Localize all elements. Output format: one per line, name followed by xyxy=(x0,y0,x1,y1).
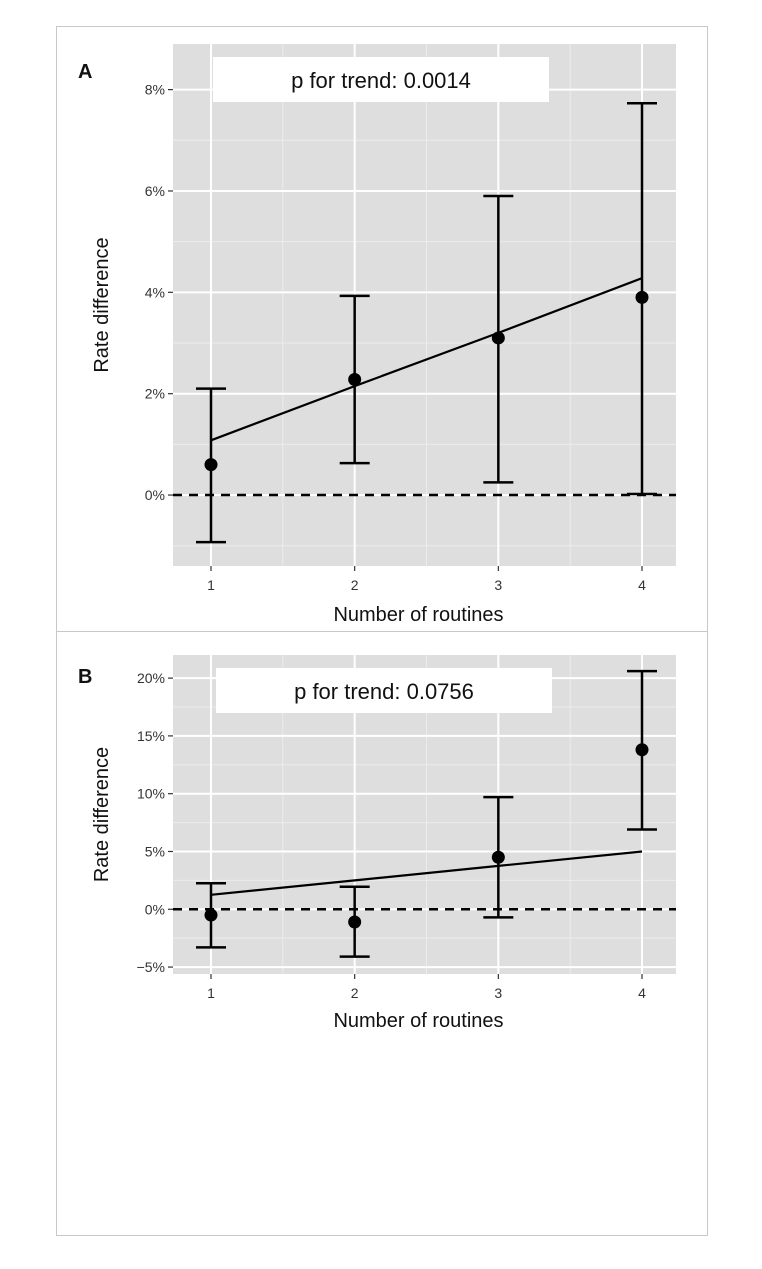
y-tick-label: 5% xyxy=(145,843,165,859)
x-tick-label: 4 xyxy=(638,985,646,1001)
panel-label: A xyxy=(78,61,92,83)
trend-line xyxy=(210,850,643,896)
data-point xyxy=(348,372,362,386)
trend-annotation-box xyxy=(216,668,552,713)
data-point xyxy=(348,915,362,929)
x-tick-label: 2 xyxy=(351,985,359,1001)
data-point xyxy=(491,850,505,864)
trend-line xyxy=(210,277,643,442)
y-tick-label: 0% xyxy=(145,901,165,917)
panel-b: −5% 0% 5% 10% 15% 20% 1 2 3 4 p for trend: 0.0756 B… xyxy=(78,655,676,1032)
x-tick-label: 2 xyxy=(351,577,359,593)
y-tick-label: 0% xyxy=(145,487,165,503)
y-tick-label: 2% xyxy=(145,386,165,402)
y-tick-label: 10% xyxy=(137,786,165,802)
data-point xyxy=(491,331,505,345)
trend-annotation-text: p for trend: 0.0756 xyxy=(294,679,474,704)
trend-annotation-text: p for trend: 0.0014 xyxy=(291,68,471,93)
y-tick-label: 6% xyxy=(145,183,165,199)
x-tick-label: 3 xyxy=(494,577,502,593)
x-axis-title: Number of routines xyxy=(333,604,503,626)
x-axis-title: Number of routines xyxy=(333,1010,503,1032)
x-tick-label: 1 xyxy=(207,577,215,593)
panel-a: 0% 2% 4% 6% 8% 1 2 3 4 p for trend: 0.0014 A Number… xyxy=(78,44,676,626)
data-point xyxy=(635,743,649,757)
panel-label: B xyxy=(78,666,92,688)
x-tick-label: 4 xyxy=(638,577,646,593)
trend-annotation-box xyxy=(213,57,549,102)
y-axis-title: Rate difference xyxy=(91,237,113,372)
y-tick-label: −5% xyxy=(137,959,165,975)
y-axis-title: Rate difference xyxy=(91,747,113,882)
y-tick-label: 15% xyxy=(137,728,165,744)
x-tick-label: 1 xyxy=(207,985,215,1001)
data-point xyxy=(204,458,218,472)
x-tick-label: 3 xyxy=(494,985,502,1001)
data-point xyxy=(204,908,218,922)
y-tick-label: 20% xyxy=(137,670,165,686)
y-tick-label: 8% xyxy=(145,82,165,98)
data-point xyxy=(635,290,649,304)
plot-background xyxy=(173,44,676,566)
y-tick-label: 4% xyxy=(145,284,165,300)
panel-divider xyxy=(56,631,708,632)
